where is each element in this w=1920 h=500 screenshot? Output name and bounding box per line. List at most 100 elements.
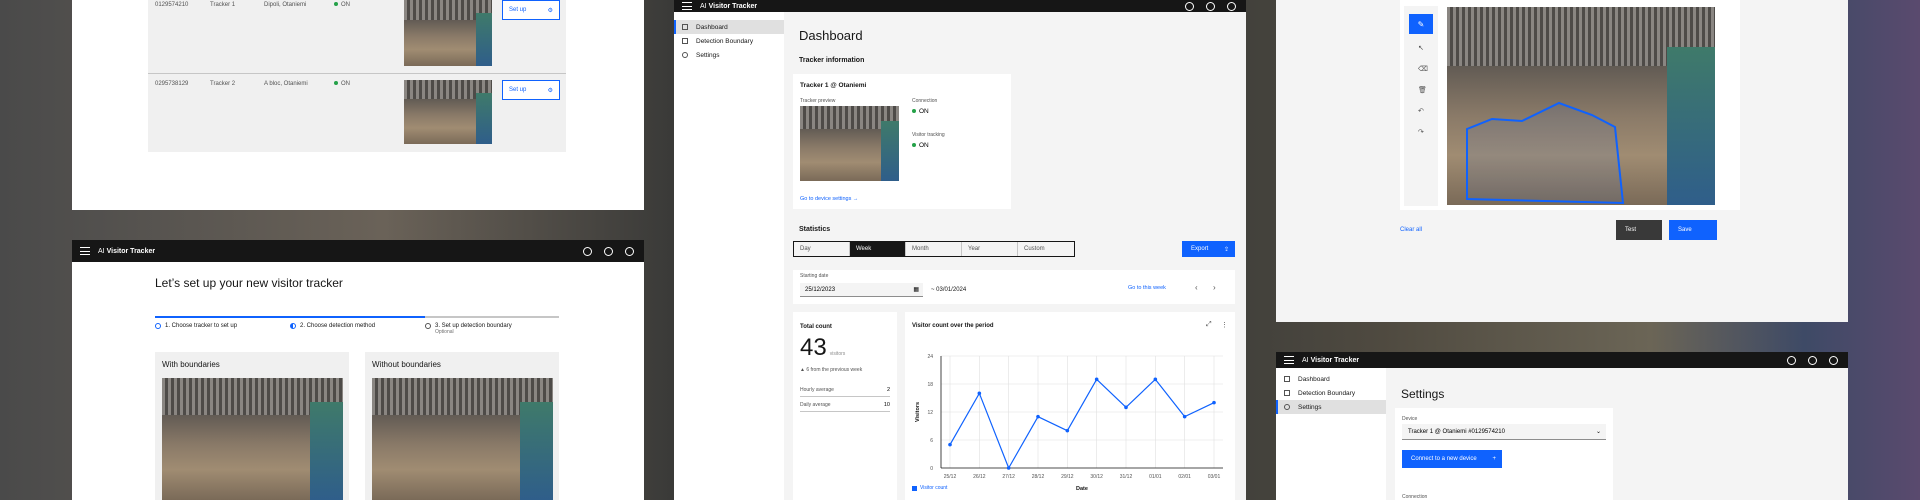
- app-title: AI Visitor Tracker: [700, 2, 758, 10]
- setup-button[interactable]: Set up ⚙: [502, 0, 560, 20]
- period-year[interactable]: Year: [962, 242, 1018, 256]
- x-tick-label: 01/01: [1149, 474, 1162, 480]
- test-button[interactable]: Test: [1616, 220, 1662, 240]
- app-title: AI Visitor Tracker: [98, 247, 156, 255]
- status-dot-icon: [334, 81, 338, 85]
- settings-icon: ⚙: [547, 87, 553, 94]
- x-tick-label: 30/12: [1090, 474, 1103, 480]
- pen-icon[interactable]: ✎: [1409, 14, 1433, 34]
- table-row[interactable]: 0295738129 Tracker 2 A bloc, Otaniemi ON…: [148, 75, 566, 152]
- status-badge: ON: [334, 81, 350, 87]
- expand-icon[interactable]: ⤢: [1206, 321, 1212, 328]
- camera-view-image: [1447, 7, 1715, 205]
- option-without-boundaries[interactable]: Without boundaries: [365, 352, 559, 500]
- sidebar-item-dashboard[interactable]: Dashboard: [1276, 372, 1386, 386]
- x-tick-label: 02/01: [1178, 474, 1191, 480]
- delete-icon[interactable]: 🗑: [1418, 87, 1427, 94]
- data-point: [948, 442, 952, 447]
- undo-icon[interactable]: ↶: [1418, 108, 1424, 115]
- sidebar: Dashboard Detection Boundary Settings: [674, 12, 784, 500]
- bell-icon[interactable]: [604, 246, 613, 256]
- user-icon[interactable]: [1829, 355, 1838, 365]
- sidebar-item-detection-boundary[interactable]: Detection Boundary: [674, 34, 784, 48]
- help-icon[interactable]: [1185, 1, 1194, 11]
- chart-title: Visitor count over the period: [912, 323, 994, 329]
- chevron-right-icon[interactable]: ›: [1213, 283, 1216, 292]
- menu-icon[interactable]: [80, 247, 90, 255]
- device-settings-link[interactable]: Go to device settings →: [800, 196, 859, 202]
- this-week-link[interactable]: Go to this week: [1128, 285, 1166, 291]
- sidebar-item-settings[interactable]: Settings: [1276, 400, 1386, 414]
- export-button[interactable]: Export ⇪: [1182, 241, 1235, 257]
- data-point: [1036, 414, 1040, 419]
- connection-label: Connection: [912, 98, 938, 104]
- chart-legend: Visitor count: [912, 485, 947, 491]
- status-dot-icon: [912, 143, 916, 147]
- step-complete-icon: [155, 323, 161, 329]
- chart-card: Visitor count over the period ⤢ ⋮ 0 6 12 18…: [905, 312, 1235, 500]
- status-badge: ON: [334, 2, 350, 8]
- redo-icon[interactable]: ↷: [1418, 129, 1424, 136]
- upload-icon: ⇪: [1223, 246, 1229, 253]
- editor-area: ✎ ↖ ⌫ 🗑 ↶ ↷: [1400, 0, 1740, 210]
- menu-icon[interactable]: [682, 2, 692, 10]
- save-button[interactable]: Save: [1669, 220, 1717, 240]
- device-select[interactable]: Tracker 1 @ Otaniemi #0129574210 ⌄: [1402, 424, 1606, 440]
- period-month[interactable]: Month: [906, 242, 962, 256]
- erase-icon[interactable]: ⌫: [1418, 66, 1428, 73]
- app-header: AI Visitor Tracker: [1276, 352, 1848, 368]
- sidebar: Dashboard Detection Boundary Settings: [1276, 368, 1386, 500]
- user-icon[interactable]: [1227, 1, 1236, 11]
- step-2[interactable]: 2. Choose detection method: [290, 323, 375, 329]
- step-3[interactable]: 3. Set up detection boundary Optional: [425, 323, 512, 335]
- y-tick-label: 24: [927, 354, 933, 360]
- chevron-down-icon: ⌄: [1595, 429, 1601, 435]
- device-label: Device: [1402, 416, 1418, 422]
- data-point: [1153, 377, 1158, 382]
- tracker-preview-image: [404, 80, 492, 144]
- period-week[interactable]: Week: [850, 242, 906, 256]
- y-tick-label: 12: [927, 410, 933, 416]
- boundary-icon: [682, 38, 688, 44]
- user-icon[interactable]: [625, 246, 634, 256]
- tool-column: ✎ ↖ ⌫ 🗑 ↶ ↷: [1404, 6, 1438, 206]
- card-title: Tracker 1 @ Otaniemi: [800, 82, 867, 89]
- bell-icon[interactable]: [1206, 1, 1215, 11]
- y-tick-label: 18: [927, 382, 933, 388]
- series-line: [949, 378, 1215, 470]
- select-icon[interactable]: ↖: [1418, 45, 1424, 52]
- legend-swatch: [912, 485, 917, 491]
- help-icon[interactable]: [583, 246, 592, 256]
- chevron-left-icon[interactable]: ‹: [1195, 283, 1198, 292]
- connect-device-button[interactable]: Connect to a new device +: [1402, 450, 1502, 468]
- period-day[interactable]: Day: [794, 242, 850, 256]
- option-with-boundaries[interactable]: With boundaries: [155, 352, 349, 500]
- table-row[interactable]: 0129574210 Tracker 1 Dipoli, Otaniemi ON…: [148, 0, 566, 74]
- help-icon[interactable]: [1787, 355, 1796, 365]
- option-preview-image: [162, 378, 343, 500]
- data-point: [1124, 405, 1128, 410]
- settings-icon: ⚙: [547, 7, 553, 14]
- data-point: [1065, 428, 1070, 433]
- starting-date-label: Starting date: [800, 273, 829, 279]
- sidebar-item-dashboard[interactable]: Dashboard: [674, 20, 784, 34]
- clear-all-link[interactable]: Clear all: [1400, 227, 1423, 233]
- dashboard-icon: [1284, 376, 1290, 382]
- period-custom[interactable]: Custom: [1024, 246, 1045, 252]
- detection-boundary-polygon[interactable]: [1447, 7, 1715, 205]
- step-1[interactable]: 1. Choose tracker to set up: [155, 323, 237, 329]
- start-date-input[interactable]: 25/12/2023 ▦: [800, 283, 923, 297]
- bell-icon[interactable]: [1808, 355, 1817, 365]
- tracking-status: ON: [912, 142, 929, 149]
- tracking-label: Visitor tracking: [912, 132, 945, 138]
- overflow-menu-icon[interactable]: ⋮: [1221, 322, 1228, 329]
- sidebar-item-detection-boundary[interactable]: Detection Boundary: [1276, 386, 1386, 400]
- data-point: [1212, 400, 1216, 405]
- x-axis-label: Date: [1076, 486, 1088, 492]
- period-switcher: Day Week Month Year Custom: [793, 241, 1075, 257]
- menu-icon[interactable]: [1284, 356, 1294, 364]
- setup-button[interactable]: Set up ⚙: [502, 80, 560, 100]
- y-tick-label: 6: [930, 438, 933, 444]
- total-value: 43 visitors: [800, 334, 846, 361]
- sidebar-item-settings[interactable]: Settings: [674, 48, 784, 62]
